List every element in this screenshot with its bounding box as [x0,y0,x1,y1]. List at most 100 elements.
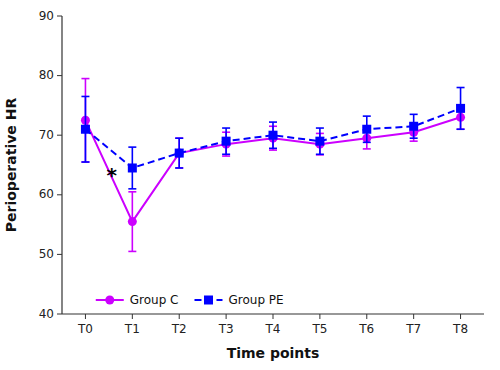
y-axis-label: Perioperative HR [3,98,19,233]
series-line [85,117,460,221]
x-tick [132,314,133,319]
error-cap [316,154,324,156]
error-cap [269,148,277,150]
x-tick [366,314,367,319]
error-cap [316,127,324,129]
error-bar [222,128,230,154]
error-cap [175,137,183,139]
x-tick-label: T3 [218,322,234,336]
chart: 40 50 60 70 80 90 T0 T1 T2 T3 T4 T5 T6 T7 T8 Time point… [0,0,500,370]
point [175,149,184,158]
y-tick [57,135,62,136]
error-cap [410,137,418,139]
error-bar [175,138,183,168]
error-cap [175,137,183,139]
error-stem [85,79,87,162]
error-cap [222,127,230,129]
legend-item: Group C [96,293,179,307]
y-tick-label: 60 [39,187,54,201]
series [81,88,465,189]
error-cap [222,155,230,157]
error-bar [410,114,418,138]
y-tick [57,16,62,17]
x-tick-label: T2 [171,322,187,336]
x-tick-label: T7 [405,322,421,336]
legend: Group C Group PE [96,293,284,307]
x-tick-label: T0 [77,322,93,336]
x-tick-label: T8 [452,322,468,336]
error-bar [128,192,136,252]
annotation: * [107,163,118,187]
x-tick [85,314,86,319]
point [175,149,184,158]
x-tick-label: T5 [311,322,327,336]
point [362,125,371,134]
error-bar [175,138,183,168]
legend-item: Group PE [194,293,283,307]
series [81,79,465,252]
y-tick [57,194,62,195]
y-tick-label: 70 [39,128,54,142]
x-tick [226,314,227,319]
error-bar [81,79,89,162]
x-tick-label: T6 [358,322,374,336]
point [128,217,137,226]
legend-swatch-marker [204,296,213,305]
y-tick-label: 50 [39,247,54,261]
error-bar [128,147,136,189]
x-tick [413,314,414,319]
error-cap [363,142,371,144]
point [409,122,418,131]
y-tick [57,254,62,255]
error-cap [363,148,371,150]
point [81,125,90,134]
error-bar [81,96,89,162]
error-cap [457,128,465,130]
y-axis-line [61,16,62,314]
error-cap [81,161,89,163]
legend-label: Group C [130,293,179,307]
x-tick [273,314,274,319]
error-cap [269,149,277,151]
error-cap [269,121,277,123]
x-tick-label: T1 [124,322,140,336]
error-cap [410,140,418,142]
point [269,131,278,140]
error-cap [363,115,371,117]
error-cap [316,153,324,155]
error-bar [269,122,277,148]
error-cap [410,114,418,116]
point [315,137,324,146]
error-cap [175,167,183,169]
x-tick [319,314,320,319]
x-tick-label: T4 [265,322,281,336]
error-cap [128,146,136,148]
y-tick-label: 40 [39,307,54,321]
legend-label: Group PE [228,293,283,307]
plot-area [81,79,465,252]
x-tick [179,314,180,319]
x-axis-label: Time points [227,345,320,361]
error-cap [457,87,465,89]
error-cap [128,251,136,253]
point [456,104,465,113]
error-cap [175,167,183,169]
error-cap [81,78,89,80]
y-tick [57,75,62,76]
point [128,163,137,172]
x-tick [460,314,461,319]
error-cap [81,161,89,163]
error-bar [457,88,465,130]
legend-swatch-marker [105,296,114,305]
axes: 40 50 60 70 80 90 T0 T1 T2 T3 T4 T5 T6 T7 T8 [39,9,484,337]
y-tick-label: 80 [39,68,54,82]
point [222,137,231,146]
error-cap [128,191,136,193]
series-line [85,108,460,168]
error-cap [128,188,136,190]
error-cap [457,128,465,130]
error-cap [222,153,230,155]
y-tick [57,314,62,315]
error-cap [81,96,89,98]
y-tick-label: 90 [39,9,54,23]
